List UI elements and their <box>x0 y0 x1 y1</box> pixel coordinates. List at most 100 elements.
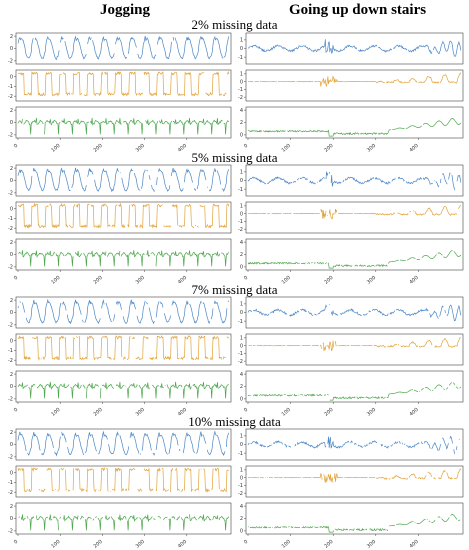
panel-s0-stairs-y-series-line <box>247 72 462 88</box>
panel-s2-stairs-y-ytick-label-1: 0 <box>240 343 243 349</box>
panel-s0-stairs-y-ytick-label-3: -2 <box>238 95 243 101</box>
section-title-5pct: 5% missing data <box>191 150 278 165</box>
xtick-label-s3-stairs-0: 0 <box>243 539 249 546</box>
xtick-label-s1-jogging-4: 400 <box>177 275 188 286</box>
xtick-label-s1-jogging-3: 300 <box>135 275 146 286</box>
panel-s3-jogging-x-ytick-label-1: 0 <box>10 442 13 448</box>
panel-s0-stairs-z-frame <box>245 106 464 139</box>
panel-s1-jogging-y-ytick-label-0: 0 <box>10 206 13 212</box>
panel-s1-jogging-y-frame <box>15 201 232 234</box>
xtick-label-s2-jogging-0: 0 <box>13 407 19 414</box>
xtick-label-s3-stairs-4: 400 <box>409 539 420 550</box>
xtick-label-s1-stairs-4: 400 <box>409 275 420 286</box>
panel-s3-stairs-z-ytick-label-0: 4 <box>240 504 243 510</box>
panel-s1-jogging-z-ytick-label-1: 0 <box>10 252 13 258</box>
panel-s1-jogging-x-ytick-label-0: 2 <box>10 166 13 172</box>
xtick-label-s3-jogging-4: 400 <box>177 539 188 550</box>
panel-s3-jogging-z-ytick-label-0: 2 <box>10 504 13 510</box>
panel-s1-jogging-y-ytick-label-1: -1 <box>8 216 13 222</box>
panel-s3-stairs-y-ytick-label-2: -1 <box>238 483 243 489</box>
panel-s0-jogging-z-ytick-label-2: -2 <box>8 133 13 139</box>
xtick-label-s0-jogging-0: 0 <box>13 143 19 150</box>
xtick-label-s2-jogging-1: 100 <box>50 407 61 418</box>
panel-s0-jogging-y-ytick-label-0: 0 <box>10 74 13 80</box>
panel-s3-stairs-x-ytick-label-2: -1 <box>238 451 243 457</box>
xtick-label-s3-stairs-3: 300 <box>366 539 377 550</box>
panel-s0-jogging-y-ytick-label-2: -2 <box>8 94 13 100</box>
xtick-label-s3-jogging-2: 200 <box>93 539 104 550</box>
panel-s0-jogging-z-series-line <box>17 117 230 135</box>
xtick-label-s2-stairs-1: 100 <box>281 407 292 418</box>
panel-s0-stairs-z-ytick-label-1: 2 <box>240 120 243 126</box>
panel-s0-jogging-x-ytick-label-2: -2 <box>8 59 13 65</box>
panel-s3-jogging-y-ytick-label-0: 0 <box>10 470 13 476</box>
panel-s0-jogging-z-ytick-label-0: 2 <box>10 108 13 114</box>
panel-s3-jogging-x-ytick-label-2: -2 <box>8 455 13 461</box>
panel-s1-stairs-z-series-line <box>247 250 462 269</box>
panel-s1-stairs-x-ytick-label-2: -1 <box>238 187 243 193</box>
panel-s1-stairs-y-frame <box>245 201 464 234</box>
xtick-label-s0-stairs-1: 100 <box>281 143 292 154</box>
panel-s0-jogging-y-series-line <box>17 70 230 97</box>
panel-s2-stairs-z-series-line <box>247 382 462 401</box>
panel-s3-stairs-z-ytick-label-1: 2 <box>240 516 243 522</box>
panel-s2-stairs-y-frame <box>245 333 464 366</box>
panel-s3-jogging-z-ytick-label-1: 0 <box>10 516 13 522</box>
panel-s3-jogging-x-series-line <box>17 430 230 457</box>
panel-s2-jogging-y-ytick-label-1: -1 <box>8 348 13 354</box>
panel-s1-jogging-x-series-line <box>17 167 230 193</box>
panel-s0-jogging-x-series-line <box>17 35 230 60</box>
xtick-label-s0-stairs-4: 400 <box>409 143 420 154</box>
panel-s2-stairs-y-series-line <box>248 336 461 352</box>
section-title-10pct: 10% missing data <box>188 414 281 429</box>
panel-s1-stairs-x-ytick-label-0: 1 <box>240 170 243 176</box>
section-title-2pct: 2% missing data <box>191 17 278 32</box>
xtick-label-s1-jogging-0: 0 <box>13 275 19 282</box>
panel-s1-jogging-y-series-line <box>17 202 230 229</box>
panel-s1-stairs-z-ytick-label-1: 2 <box>240 252 243 258</box>
xtick-label-s1-stairs-1: 100 <box>281 275 292 286</box>
xtick-label-s3-stairs-1: 100 <box>281 539 292 550</box>
panel-s2-stairs-x-series-line <box>247 303 462 322</box>
panel-s1-stairs-x-frame <box>245 164 464 197</box>
panel-s1-stairs-z-frame <box>245 238 464 271</box>
xtick-label-s2-jogging-2: 200 <box>93 407 104 418</box>
panel-s3-jogging-y-ytick-label-2: -2 <box>8 490 13 496</box>
xtick-label-s2-jogging-4: 400 <box>177 407 188 418</box>
xtick-label-s0-stairs-2: 200 <box>323 143 334 154</box>
panel-s1-jogging-x-ytick-label-2: -2 <box>8 191 13 197</box>
panel-s0-stairs-x-ytick-label-2: -1 <box>238 55 243 61</box>
column-title-stairs: Going up down stairs <box>288 2 427 18</box>
xtick-label-s1-stairs-3: 300 <box>366 275 377 286</box>
panel-s1-stairs-z-ytick-label-0: 4 <box>240 240 243 246</box>
panel-s2-stairs-z-ytick-label-1: 2 <box>240 384 243 390</box>
panel-s1-stairs-y-series-line <box>247 204 462 220</box>
panel-s2-jogging-x-ytick-label-0: 2 <box>10 298 13 304</box>
panel-s0-stairs-y-ytick-label-1: 0 <box>240 79 243 85</box>
panel-s2-jogging-x-series-line <box>17 298 230 325</box>
panel-s3-stairs-x-ytick-label-1: 0 <box>240 442 243 448</box>
panel-s0-jogging-z-ytick-label-1: 0 <box>10 120 13 126</box>
panel-s3-stairs-x-series-line <box>248 437 461 454</box>
xtick-label-s3-jogging-3: 300 <box>135 539 146 550</box>
xtick-label-s3-stairs-2: 200 <box>323 539 334 550</box>
panel-s2-jogging-x-ytick-label-2: -2 <box>8 323 13 329</box>
panel-s3-jogging-z-ytick-label-2: -2 <box>8 529 13 535</box>
xtick-label-s0-stairs-3: 300 <box>366 143 377 154</box>
panel-s1-stairs-z-ytick-label-2: 0 <box>240 265 243 271</box>
panel-s1-jogging-z-ytick-label-0: 2 <box>10 240 13 246</box>
xtick-label-s0-jogging-1: 100 <box>50 143 61 154</box>
panel-s3-stairs-z-ytick-label-2: 0 <box>240 529 243 535</box>
xtick-label-s2-stairs-2: 200 <box>323 407 334 418</box>
panel-s3-stairs-y-frame <box>245 465 464 498</box>
panel-s0-jogging-y-ytick-label-1: -1 <box>8 84 13 90</box>
panel-s2-stairs-z-ytick-label-2: 0 <box>240 397 243 403</box>
xtick-label-s2-stairs-3: 300 <box>366 407 377 418</box>
xtick-label-s2-stairs-0: 0 <box>243 407 249 414</box>
panel-s3-stairs-y-ytick-label-3: -2 <box>238 491 243 497</box>
panel-s0-stairs-y-ytick-label-0: 1 <box>240 72 243 78</box>
panel-s2-stairs-x-ytick-label-2: -1 <box>238 319 243 325</box>
panel-s3-jogging-y-series-line <box>17 466 229 493</box>
panel-s1-jogging-z-ytick-label-2: -2 <box>8 265 13 271</box>
